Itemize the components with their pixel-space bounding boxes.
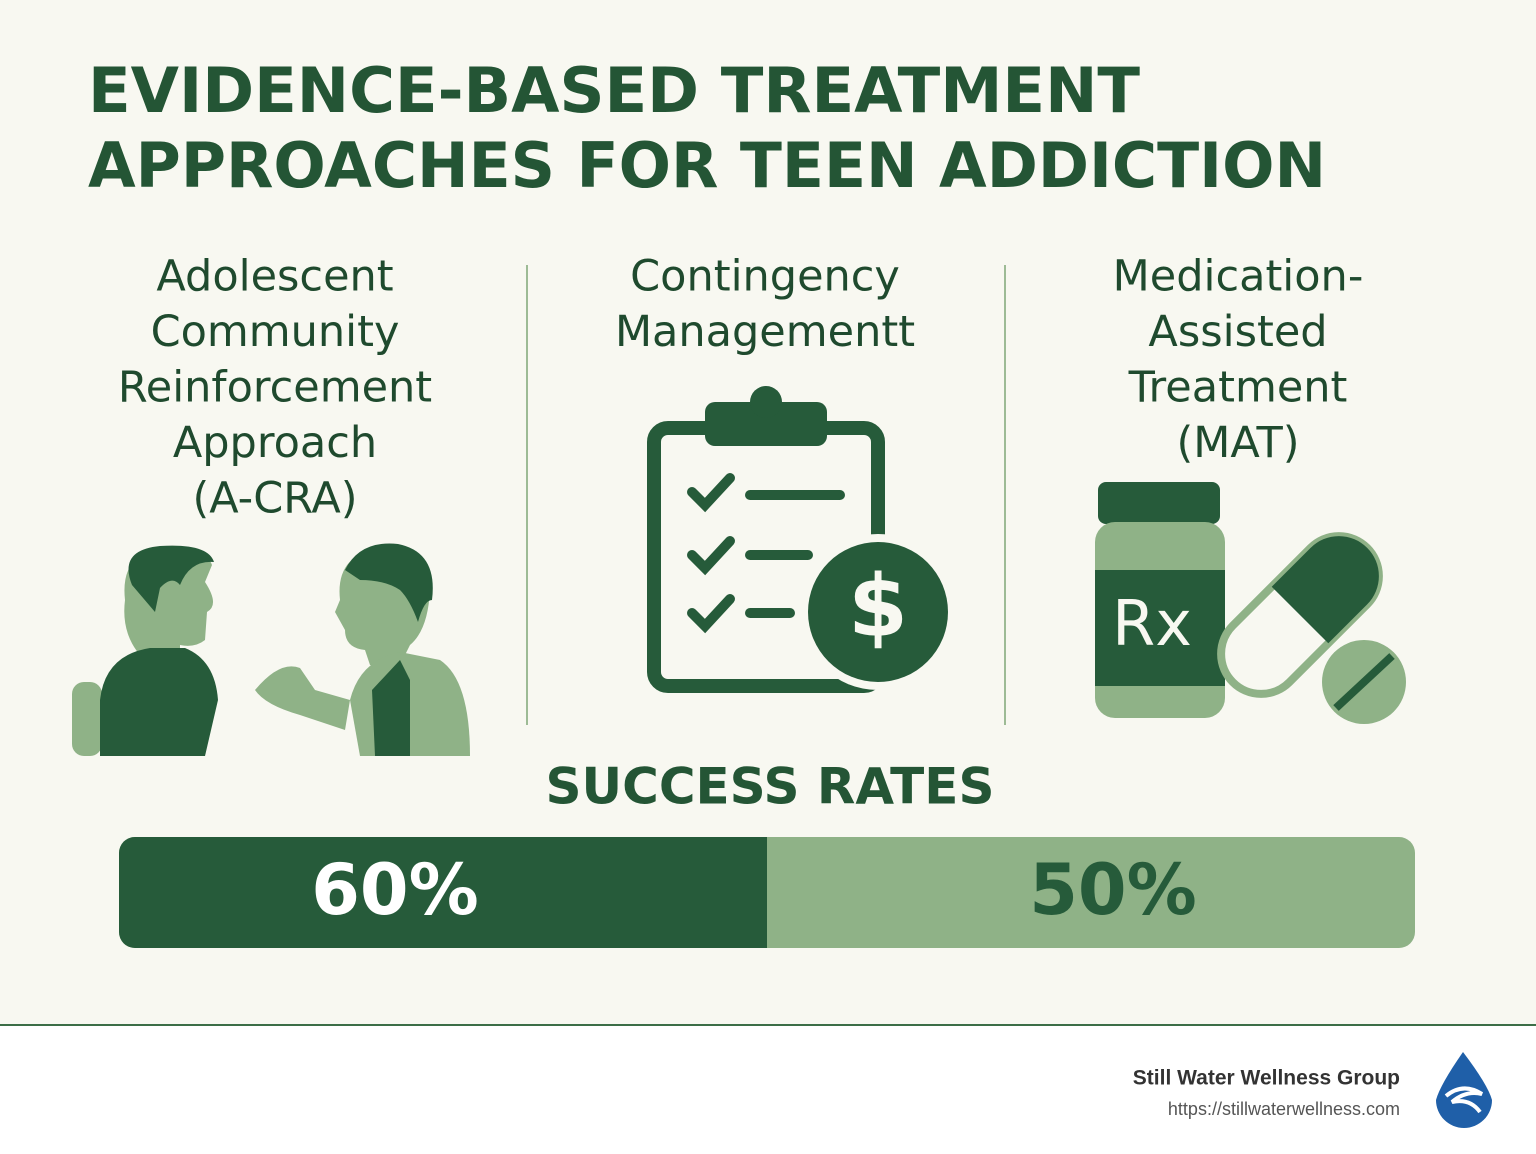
section-title: SUCCESS RATES	[546, 758, 995, 816]
approach-heading: (A-CRA)	[192, 474, 357, 524]
logo	[1436, 1052, 1492, 1128]
medication-icon: Rx	[1095, 482, 1406, 724]
organization-url: https://stillwaterwellness.com	[1168, 1099, 1400, 1119]
rate-label: 50%	[1029, 849, 1197, 931]
people-icon	[72, 543, 470, 756]
approach-heading: Community	[151, 307, 400, 357]
title-line: EVIDENCE-BASED TREATMENT	[88, 54, 1140, 127]
approach-heading: Managementt	[615, 307, 915, 357]
success-bar	[119, 837, 1415, 948]
approach-heading: Treatment	[1128, 363, 1348, 413]
approach-heading: (MAT)	[1177, 418, 1300, 468]
svg-text:$: $	[848, 556, 908, 656]
title-line: APPROACHES FOR TEEN ADDICTION	[88, 129, 1326, 202]
approach-heading: Adolescent	[156, 252, 393, 302]
approach-heading: Contingency	[630, 252, 900, 302]
approach-heading: Approach	[173, 418, 377, 468]
organization-name: Still Water Wellness Group	[1133, 1067, 1400, 1090]
approach-heading: Medication-	[1113, 252, 1364, 302]
approach-heading: Assisted	[1148, 307, 1327, 357]
footer-background	[0, 1025, 1536, 1154]
clipboard-icon: $	[647, 386, 956, 693]
rate-label: 60%	[311, 849, 479, 931]
rx-label: Rx	[1112, 587, 1192, 660]
approach-heading: Reinforcement	[118, 363, 432, 413]
